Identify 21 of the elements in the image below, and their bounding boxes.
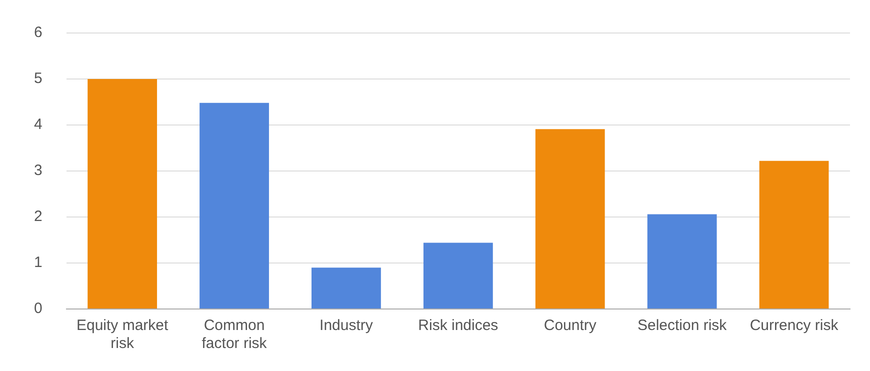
y-tick-label: 3 [34,162,42,180]
y-tick-label: 0 [34,300,42,318]
bar [312,268,381,308]
bar [200,102,269,308]
bar [535,129,605,308]
x-tick-label: Industry [320,317,374,334]
y-tick-label: 1 [34,254,42,272]
bar [647,214,717,308]
bar [88,79,158,308]
y-tick-label: 5 [34,70,42,88]
y-tick-label: 2 [34,208,42,226]
x-tick-label: Country [544,317,597,334]
x-tick-label: Currency risk [750,317,839,334]
bar [759,160,829,308]
x-tick-label: Common factor risk [202,317,268,352]
x-tick-label: Selection risk [637,317,728,334]
bar [423,242,493,308]
x-tick-label: Equity market risk [76,317,169,352]
x-tick-label: Risk indices [418,317,498,334]
y-tick-label: 6 [34,24,42,42]
y-tick-label: 4 [34,116,42,134]
